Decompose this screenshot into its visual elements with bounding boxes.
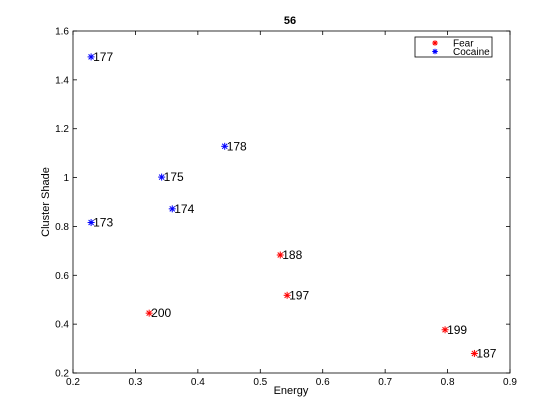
- legend-marker-fear: [432, 40, 438, 46]
- point-label: 175: [164, 170, 184, 184]
- x-axis-label: Energy: [274, 385, 309, 397]
- legend-entry: Fear: [453, 39, 474, 50]
- y-tick-label: 0.6: [55, 271, 69, 282]
- data-point-cocaine: [87, 53, 95, 61]
- point-label: 173: [93, 216, 113, 230]
- data-point-cocaine: [221, 142, 229, 150]
- point-label: 178: [227, 139, 247, 153]
- y-tick-label: 1.2: [55, 124, 69, 135]
- x-tick-label: 0.7: [378, 377, 392, 388]
- axis-ticks: 0.2 0.3 0.4 0.5 0.6 0.7 0.8 0.9 0.2 0.4 0.6 0.8 1 1.2…: [55, 27, 517, 389]
- x-tick-label: 0.5: [253, 377, 267, 388]
- data-point-cocaine: [158, 173, 166, 181]
- legend-marker-cocaine: [432, 48, 438, 55]
- data-point-cocaine: [168, 205, 176, 213]
- chart-title: 56: [284, 15, 296, 27]
- x-tick-label: 0.4: [191, 377, 205, 388]
- y-tick-label: 0.2: [55, 369, 69, 380]
- y-tick-label: 1: [63, 173, 69, 184]
- x-tick-label: 0.6: [316, 377, 330, 388]
- point-label: 197: [289, 288, 309, 302]
- plot-frame: [72, 30, 511, 374]
- y-tick-label: 0.8: [55, 222, 69, 233]
- point-label: 188: [282, 248, 302, 262]
- point-label: 200: [151, 306, 171, 320]
- data-point-fear: [470, 349, 478, 357]
- x-tick-label: 0.9: [503, 377, 517, 388]
- x-tick-label: 0.8: [441, 377, 455, 388]
- x-tick-label: 0.3: [128, 377, 142, 388]
- data-point-fear: [441, 326, 449, 334]
- point-label: 177: [93, 50, 113, 64]
- y-axis-label: Cluster Shade: [40, 167, 52, 237]
- point-label: 187: [476, 346, 496, 360]
- x-tick-label: 0.2: [66, 377, 80, 388]
- data-point-cocaine: [87, 219, 95, 227]
- data-points: 200 188 197 199 187 177 178 175 174 173: [87, 50, 497, 360]
- y-tick-label: 0.4: [55, 320, 69, 331]
- y-tick-label: 1.4: [55, 75, 69, 86]
- data-point-fear: [283, 291, 291, 299]
- point-label: 199: [447, 323, 467, 337]
- data-point-fear: [276, 251, 284, 259]
- legend-entry: Cocaine: [453, 47, 490, 58]
- data-point-fear: [145, 309, 153, 317]
- point-label: 174: [174, 202, 194, 216]
- y-tick-label: 1.6: [55, 27, 69, 38]
